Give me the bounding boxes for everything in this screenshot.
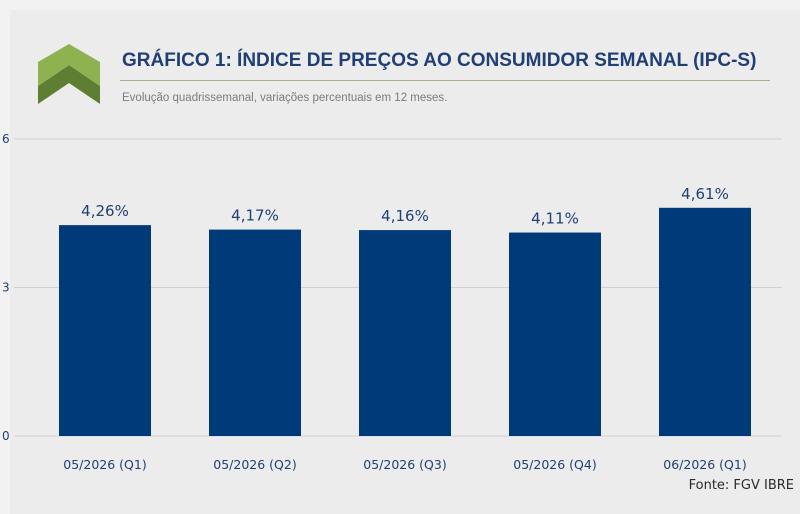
bar <box>509 232 601 436</box>
source-note: Fonte: FGV IBRE <box>688 478 794 493</box>
bar <box>359 230 451 436</box>
x-tick-label: 06/2026 (Q1) <box>663 457 746 472</box>
y-tick-label: 6 <box>2 132 10 146</box>
data-label: 4,11% <box>531 210 579 228</box>
data-label: 4,17% <box>231 207 279 225</box>
data-label: 4,26% <box>81 202 129 220</box>
bar <box>209 229 301 436</box>
chart-subtitle: Evolução quadrissemanal, variações perce… <box>122 92 448 104</box>
bar <box>59 225 151 436</box>
title-divider <box>120 80 770 81</box>
x-tick-label: 05/2026 (Q3) <box>363 457 446 472</box>
bar <box>659 207 751 436</box>
chevron-logo-icon <box>38 44 100 104</box>
data-label: 4,16% <box>381 207 429 225</box>
data-label: 4,61% <box>681 185 729 203</box>
x-tick-label: 05/2026 (Q1) <box>63 457 146 472</box>
y-tick-label: 0 <box>2 429 10 443</box>
chart-title: GRÁFICO 1: ÍNDICE DE PREÇOS AO CONSUMIDO… <box>122 50 757 71</box>
y-tick-label: 3 <box>2 281 10 295</box>
x-tick-label: 05/2026 (Q4) <box>513 457 596 472</box>
x-tick-label: 05/2026 (Q2) <box>213 457 296 472</box>
